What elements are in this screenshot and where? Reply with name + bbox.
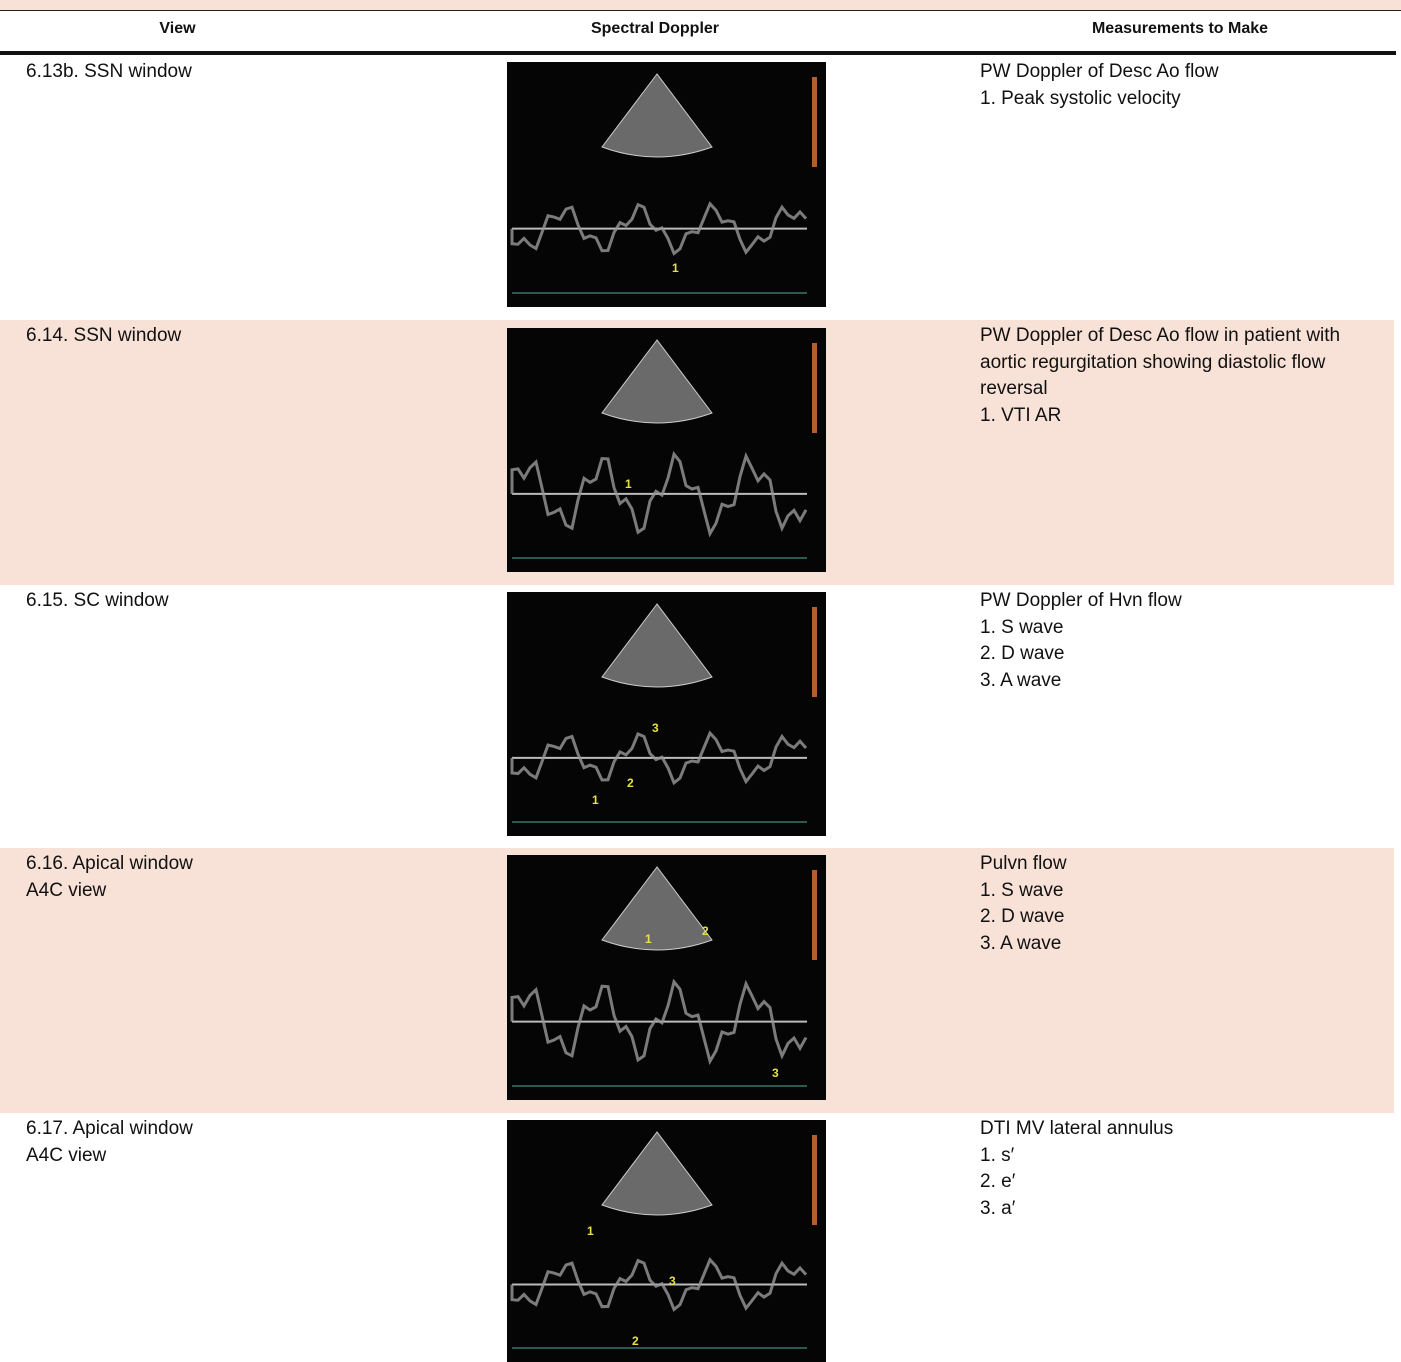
image-label: 1: [587, 1224, 594, 1238]
view-cell: 6.14. SSN window: [26, 323, 181, 350]
measurements-cell: PW Doppler of Desc Ao flow 1. Peak systol…: [980, 59, 1219, 112]
view-text: A4C view: [26, 879, 107, 901]
measurement-text: 3. A wave: [980, 932, 1062, 954]
measurements-cell: Pulvn flow 1. S wave 2. D wave 3. A wave: [980, 851, 1067, 957]
doppler-image: 1: [507, 328, 826, 572]
column-header: View: [159, 20, 196, 37]
image-label: 2: [702, 924, 709, 938]
measurement-text: aortic regurgitation showing diastolic f…: [980, 351, 1326, 373]
measurement-text: PW Doppler of Hvn flow: [980, 590, 1182, 611]
doppler-image: 1 2 3: [507, 855, 826, 1100]
color-bar: [812, 870, 817, 960]
measurement-text: 2. e′: [980, 1171, 1016, 1192]
view-text: 6.14. SSN window: [26, 325, 182, 346]
spectral-trace: [510, 730, 808, 786]
measurement-text: 1. s′: [980, 1144, 1015, 1166]
view-cell: 6.13b. SSN window: [26, 59, 192, 86]
sector: [601, 339, 713, 424]
doppler-image: 1: [507, 62, 826, 307]
image-label: 2: [627, 776, 634, 790]
color-bar: [812, 77, 817, 167]
color-bar: [812, 1135, 817, 1225]
table-row: 6.17. Apical window A4C view DTI MV latera…: [0, 1113, 1394, 1362]
measurements-cell: DTI MV lateral annulus 1. s′ 2. e′ 3. a′: [980, 1116, 1173, 1222]
spectral-trace: [510, 450, 808, 538]
table-row: 6.13b. SSN window PW Doppler of Desc Ao f…: [0, 56, 1394, 320]
measurement-text: PW Doppler of Desc Ao flow: [980, 61, 1219, 82]
sector: [601, 603, 713, 688]
measurements-cell: PW Doppler of Hvn flow 1. S wave 2. D wave…: [980, 588, 1182, 694]
image-label: 1: [672, 261, 679, 275]
image-label: 3: [652, 721, 659, 735]
view-cell: 6.17. Apical window A4C view: [26, 1116, 193, 1169]
image-label: 2: [632, 1334, 639, 1348]
view-text: 6.15. SC window: [26, 590, 169, 611]
measurement-text: 3. a′: [980, 1197, 1016, 1219]
measurement-text: 1. VTI AR: [980, 404, 1062, 426]
view-cell: 6.15. SC window: [26, 588, 169, 615]
table-row: 6.14. SSN window PW Doppler of Desc Ao fl…: [0, 320, 1394, 585]
column-header: Measurements to Make: [1091, 20, 1269, 37]
header-rule: [0, 51, 1396, 55]
measurement-text: Pulvn flow: [980, 853, 1067, 874]
view-text: 6.13b. SSN window: [26, 61, 192, 82]
spectral-trace: [510, 201, 808, 256]
spectral-trace: [510, 978, 808, 1066]
view-text: A4C view: [26, 1144, 107, 1166]
view-text: 6.17. Apical window: [26, 1118, 193, 1139]
spectral-trace: [510, 1257, 808, 1312]
sector: [601, 866, 713, 951]
doppler-image: 1 2 3: [507, 1120, 826, 1362]
measurement-text: 1. Peak systolic velocity: [980, 87, 1181, 109]
image-label: 3: [772, 1066, 779, 1080]
image-label: 1: [625, 477, 632, 491]
image-label: 1: [592, 793, 599, 807]
measurement-text: 3. A wave: [980, 669, 1062, 691]
measurements-cell: PW Doppler of Desc Ao flow in patient wi…: [980, 323, 1340, 429]
sector: [601, 1131, 713, 1216]
color-bar: [812, 343, 817, 433]
measurement-text: 1. S wave: [980, 879, 1064, 901]
measurement-text: 2. D wave: [980, 643, 1065, 664]
column-header: Spectral Doppler: [590, 20, 720, 37]
image-label: 3: [669, 1274, 676, 1288]
measurement-text: DTI MV lateral annulus: [980, 1118, 1174, 1139]
measurement-text: reversal: [980, 378, 1048, 399]
doppler-image: 1 2 3: [507, 592, 826, 836]
table-row: 6.15. SC window PW Doppler of Hvn flow 1. …: [0, 585, 1394, 848]
measurement-text: PW Doppler of Desc Ao flow in patient wi…: [980, 325, 1341, 346]
color-bar: [812, 607, 817, 697]
measurement-text: 1. S wave: [980, 616, 1064, 638]
view-text: 6.16. Apical window: [26, 853, 193, 874]
table-row: 6.16. Apical window A4C view Pulvn flow 1. …: [0, 848, 1394, 1113]
image-label: 1: [645, 932, 652, 946]
top-band: [0, 0, 1401, 11]
sector: [601, 73, 713, 158]
view-cell: 6.16. Apical window A4C view: [26, 851, 193, 904]
measurement-text: 2. D wave: [980, 906, 1065, 927]
